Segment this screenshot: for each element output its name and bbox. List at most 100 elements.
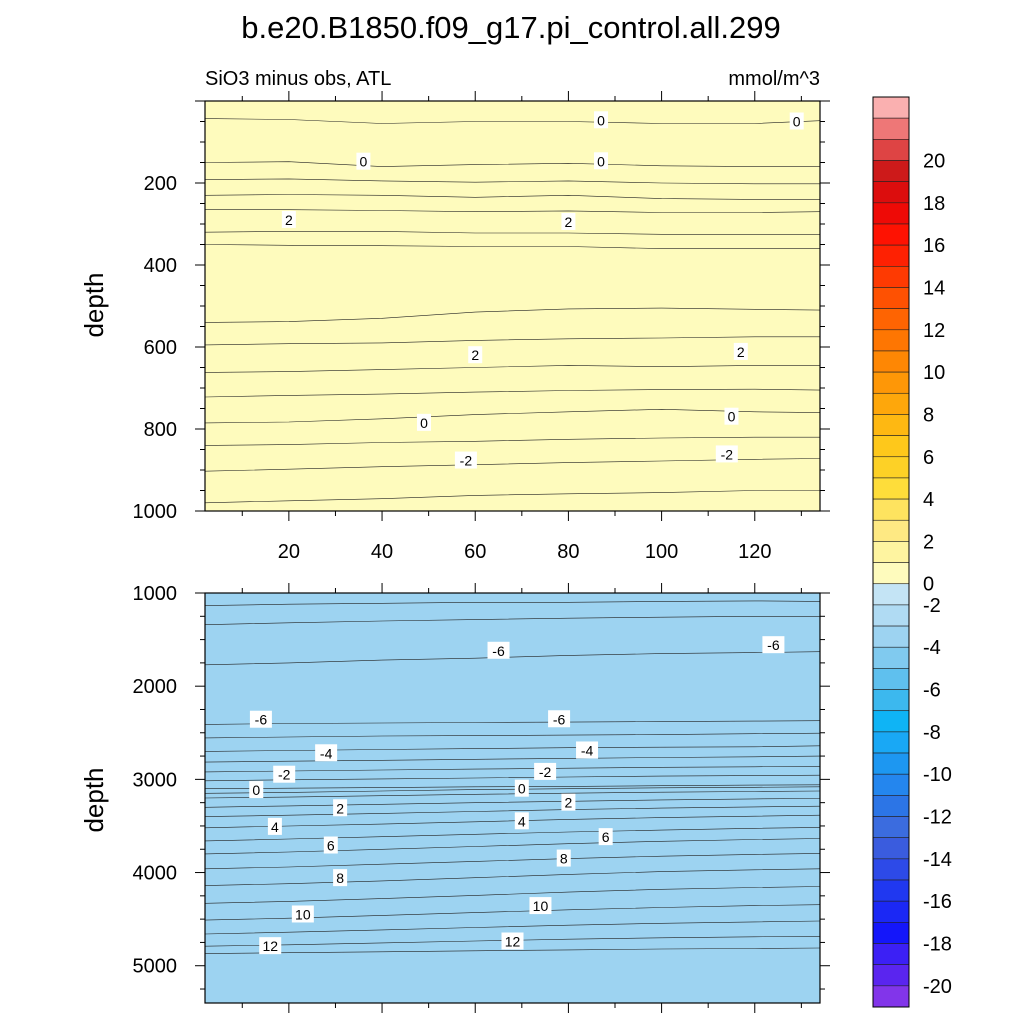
x-tick-label-20: 20: [278, 541, 300, 563]
colorbar-label--20: -20: [923, 976, 952, 998]
lower-contour-line-18: [205, 853, 820, 870]
lower-contour-label-bg-10: [333, 799, 348, 817]
lower-contour-label-14: 6: [327, 838, 335, 854]
lower-frame: [204, 592, 821, 1004]
upper-contour-line-11: [205, 209, 820, 213]
colorbar-label--12: -12: [923, 807, 952, 829]
colorbar-box-30: [872, 731, 910, 754]
lower-contour-label-bg-8: [249, 781, 264, 799]
x-tick-label-40: 40: [371, 541, 393, 563]
upper-panel: 0 00 02 22 20 0-2 -220 40 60 80 100 120200400600800…: [133, 91, 830, 563]
colorbar: 20181614121086420-2-4-6-8-10-12-14-16-18…: [872, 96, 952, 1008]
lower-contour-label-2: -6: [255, 712, 268, 728]
lower-contour-label-bg-20: [259, 937, 282, 955]
lower-contour-line-4: [205, 720, 820, 725]
colorbar-box-26: [872, 646, 910, 669]
lower-contour-label-bg-1: [762, 636, 785, 654]
lower-contour-label-6: -2: [278, 767, 291, 783]
lower-contour-label-bg-14: [323, 836, 338, 854]
x-tick-label-120: 120: [738, 541, 771, 563]
upper-contour-label-bg-0: [594, 111, 609, 129]
upper-contour-label-bg-7: [733, 342, 748, 360]
colorbar-label-18: 18: [923, 193, 945, 215]
colorbar-box-24: [872, 604, 910, 627]
upper-contour-label-bg-11: [715, 445, 738, 463]
colorbar-label-8: 8: [923, 404, 934, 426]
colorbar-label--4: -4: [923, 637, 941, 659]
lower-contour-band-25: [205, 593, 820, 1003]
x-tick-label-100: 100: [645, 541, 678, 563]
upper-y-tick-label-400: 400: [144, 255, 177, 277]
lower-y-tick-label-2000: 2000: [133, 676, 178, 698]
lower-contour-line-20: [205, 886, 820, 904]
colorbar-box-11: [872, 329, 910, 352]
lower-contour-label-bg-19: [529, 897, 552, 915]
upper-contour-line-4: [205, 408, 820, 424]
colorbar-box-17: [872, 456, 910, 479]
lower-contour-line-1: [205, 600, 820, 606]
upper-contour-label-bg-1: [789, 112, 804, 130]
upper-y-tick-label-200: 200: [144, 173, 177, 195]
lower-contour-line-14: [205, 805, 820, 817]
upper-contour-label-2: 0: [360, 154, 368, 170]
lower-contour-label-16: 8: [336, 870, 344, 886]
upper-contour-line-2: [205, 458, 820, 472]
colorbar-box-20: [872, 519, 910, 542]
lower-contour-label-bg-13: [514, 812, 529, 830]
upper-y-tick-label-1000: 1000: [133, 501, 178, 523]
lower-contour-line-6: [205, 745, 820, 752]
upper-contour-band-16: [205, 101, 820, 511]
lower-contour-line-2: [205, 616, 820, 625]
upper-contour-label-bg-3: [594, 152, 609, 170]
upper-contour-line-8: [205, 307, 820, 323]
lower-contour-label-7: -2: [539, 764, 552, 780]
upper-contour-label-5: 2: [565, 214, 573, 230]
lower-contour-label-bg-9: [514, 779, 529, 797]
lower-contour-line-3: [205, 651, 820, 666]
colorbar-box-33: [872, 795, 910, 817]
colorbar-box-21: [872, 541, 910, 563]
upper-contour-line-5: [205, 388, 820, 398]
upper-contour-line-12: [205, 194, 820, 200]
lower-contour-label-4: -4: [320, 745, 333, 761]
lower-contour-label-5: -4: [581, 742, 594, 758]
colorbar-box-2: [872, 139, 910, 161]
colorbar-box-27: [872, 668, 910, 690]
units-label: mmol/m^3: [728, 68, 820, 90]
upper-contour-label-10: -2: [460, 453, 473, 469]
colorbar-label-16: 16: [923, 235, 945, 257]
lower-contour-label-bg-7: [534, 762, 557, 780]
upper-contour-label-4: 2: [285, 212, 293, 228]
lower-contour-label-21: 12: [505, 934, 521, 950]
colorbar-label-20: 20: [923, 150, 945, 172]
lower-contour-label-bg-18: [291, 905, 314, 923]
lower-contour-label-17: 8: [560, 851, 568, 867]
colorbar-box-12: [872, 350, 910, 373]
upper-contour-fills: [205, 101, 820, 511]
colorbar-box-18: [872, 477, 910, 500]
lower-contour-label-19: 10: [533, 898, 549, 914]
colorbar-box-34: [872, 816, 910, 838]
colorbar-frame: [872, 96, 910, 1008]
colorbar-box-25: [872, 625, 910, 648]
upper-contour-label-1: 0: [793, 114, 801, 130]
colorbar-box-40: [872, 943, 910, 965]
colorbar-box-6: [872, 223, 910, 246]
lower-contour-label-bg-12: [267, 817, 282, 835]
upper-contour-label-6: 2: [471, 347, 479, 363]
colorbar-box-31: [872, 752, 910, 775]
upper-contour-label-7: 2: [737, 344, 745, 360]
lower-contour-label-bg-4: [315, 744, 338, 762]
colorbar-label--14: -14: [923, 849, 952, 871]
upper-contour-label-bg-8: [416, 413, 431, 431]
colorbar-label-10: 10: [923, 362, 945, 384]
lower-contour-label-12: 4: [271, 819, 279, 835]
lower-contour-line-8: [205, 766, 820, 773]
upper-contour-label-bg-5: [561, 212, 576, 230]
lower-contour-line-5: [205, 732, 820, 739]
upper-contour-line-7: [205, 336, 820, 346]
lower-contour-label-bg-5: [576, 741, 599, 759]
lower-contour-label-0: -6: [492, 643, 505, 659]
colorbar-box-0: [872, 96, 910, 119]
lower-contour-label-8: 0: [252, 782, 260, 798]
